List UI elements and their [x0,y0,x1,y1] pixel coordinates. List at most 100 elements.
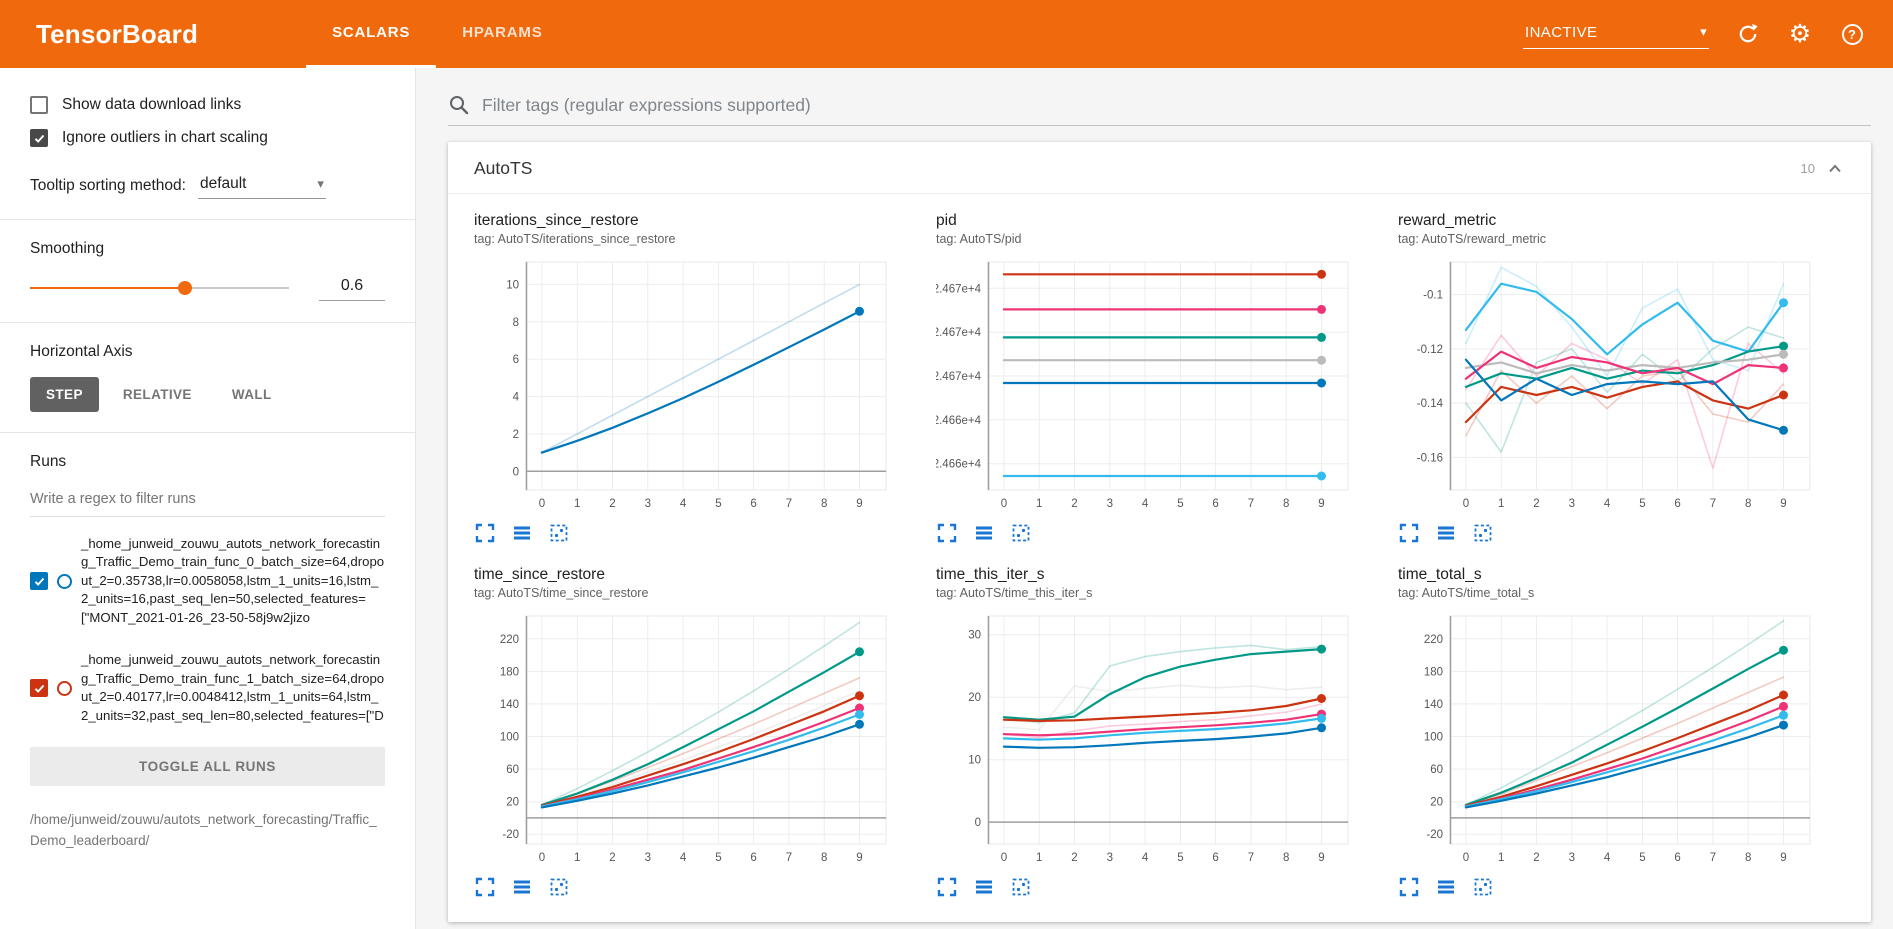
svg-text:4: 4 [1604,498,1611,510]
fullscreen-icon[interactable] [936,876,958,898]
charts-grid: iterations_since_restore tag: AutoTS/ite… [448,194,1871,906]
axis-step-button[interactable]: STEP [30,377,99,412]
ignore-outliers-checkbox[interactable]: Ignore outliers in chart scaling [30,129,385,147]
filter-tags-input[interactable] [482,94,1871,116]
fullscreen-icon[interactable] [474,522,496,544]
chart-canvas[interactable]: 0 1 2 3 4 5 6 7 8 9 0 10 20 30 [936,606,1362,870]
chart-tag: tag: AutoTS/time_this_iter_s [936,586,1093,600]
toggle-all-runs-button[interactable]: TOGGLE ALL RUNS [30,747,385,787]
axis-relative-button[interactable]: RELATIVE [107,377,208,412]
fit-domain-icon[interactable] [548,522,570,544]
slider-thumb[interactable] [178,281,193,295]
view-data-icon[interactable] [973,876,995,898]
chart-actions [1398,876,1824,898]
collapse-icon[interactable] [1825,159,1845,179]
smoothing-slider[interactable] [30,274,289,302]
run-checkbox-icon[interactable] [30,572,48,591]
chart-canvas[interactable]: 0 1 2 3 4 5 6 7 8 9 -20 20 60 100 140 180 220 [1398,606,1824,870]
svg-text:220: 220 [500,634,519,646]
chart-canvas[interactable]: 0 1 2 3 4 5 6 7 8 9 -0.1 -0.12 -0.14 -0.16 [1398,252,1824,516]
svg-text:2.467e+4: 2.467e+4 [936,371,982,383]
view-data-icon[interactable] [973,522,995,544]
svg-text:20: 20 [506,797,519,809]
fit-domain-icon[interactable] [1472,876,1494,898]
svg-text:2: 2 [513,429,519,441]
fullscreen-icon[interactable] [1398,876,1420,898]
svg-text:1: 1 [1036,852,1042,864]
run-item[interactable]: _home_junweid_zouwu_autots_network_forec… [30,651,385,725]
svg-text:60: 60 [1430,764,1443,776]
chart-card: pid tag: AutoTS/pid 0 1 2 3 4 5 6 7 8 9 2.467e+4 2.… [936,212,1362,544]
help-icon[interactable]: ? [1839,21,1865,47]
refresh-icon[interactable] [1735,21,1761,47]
svg-text:6: 6 [1212,498,1218,510]
tab-hparams[interactable]: HPARAMS [462,24,543,41]
view-data-icon[interactable] [511,522,533,544]
axis-wall-button[interactable]: WALL [216,377,288,412]
tooltip-sorting-value: default [199,175,247,192]
view-data-icon[interactable] [1435,522,1457,544]
run-item[interactable]: _home_junweid_zouwu_autots_network_forec… [30,535,385,627]
view-data-icon[interactable] [511,876,533,898]
svg-text:4: 4 [1604,852,1611,864]
tab-scalars[interactable]: SCALARS [306,0,437,68]
svg-text:2: 2 [1533,498,1539,510]
fit-domain-icon[interactable] [548,876,570,898]
svg-text:2: 2 [1071,498,1077,510]
show-download-links-checkbox[interactable]: Show data download links [30,96,385,114]
runs-filter-input[interactable] [30,487,385,517]
svg-text:3: 3 [1107,852,1113,864]
fit-domain-icon[interactable] [1472,522,1494,544]
data-status-dropdown[interactable]: INACTIVE ▾ [1523,20,1709,49]
svg-text:2.466e+4: 2.466e+4 [936,459,982,471]
run-name: _home_junweid_zouwu_autots_network_forec… [81,536,385,625]
svg-text:0: 0 [1463,852,1469,864]
chart-canvas[interactable]: 0 1 2 3 4 5 6 7 8 9 -20 20 60 100 140 180 220 [474,606,900,870]
svg-text:7: 7 [786,852,792,864]
chart-canvas[interactable]: 0 1 2 3 4 5 6 7 8 9 2.467e+4 2.467e+4 2.467e+4 2.466e… [936,252,1362,516]
svg-text:8: 8 [821,852,827,864]
svg-text:1: 1 [574,498,580,510]
svg-text:2.467e+4: 2.467e+4 [936,327,982,339]
charts-scroll-area[interactable]: AutoTS 10 iterations_since_restore tag: … [416,126,1893,929]
chart-canvas[interactable]: 0 1 2 3 4 5 6 7 8 9 0 2 4 6 8 10 [474,252,900,516]
header-actions: INACTIVE ▾ ⚙ ? [1523,0,1865,68]
smoothing-value-input[interactable]: 0.6 [319,275,385,301]
chart-title: iterations_since_restore [474,212,639,229]
chart-actions [474,876,900,898]
run-radio-icon[interactable] [57,573,72,589]
svg-text:9: 9 [1780,498,1786,510]
chart-title: reward_metric [1398,212,1497,229]
svg-text:-0.1: -0.1 [1423,290,1443,302]
svg-text:8: 8 [1745,498,1751,510]
chart-actions [474,522,900,544]
smoothing-label: Smoothing [30,240,105,257]
tag-group-header[interactable]: AutoTS 10 [448,142,1871,194]
tag-group-count: 10 [1800,161,1815,176]
fit-domain-icon[interactable] [1010,876,1032,898]
svg-text:180: 180 [500,666,519,678]
tag-group-card: AutoTS 10 iterations_since_restore tag: … [448,142,1871,922]
tooltip-sorting-label: Tooltip sorting method: [30,177,186,194]
view-data-icon[interactable] [1435,876,1457,898]
tooltip-sorting-dropdown[interactable]: default ▾ [197,173,326,199]
svg-text:180: 180 [1424,666,1443,678]
fullscreen-icon[interactable] [936,522,958,544]
svg-text:140: 140 [1424,699,1443,711]
fullscreen-icon[interactable] [1398,522,1420,544]
fit-domain-icon[interactable] [1010,522,1032,544]
run-radio-icon[interactable] [57,680,72,696]
chart-card: time_total_s tag: AutoTS/time_total_s 0 1… [1398,566,1824,898]
svg-text:20: 20 [1430,797,1443,809]
horizontal-axis-buttons: STEP RELATIVE WALL [30,377,385,412]
chart-tag: tag: AutoTS/pid [936,232,1022,246]
svg-text:8: 8 [1283,498,1289,510]
run-checkbox-icon[interactable] [30,679,48,698]
gear-icon[interactable]: ⚙ [1788,19,1812,48]
svg-text:-0.14: -0.14 [1417,398,1444,410]
fullscreen-icon[interactable] [474,876,496,898]
svg-text:7: 7 [786,498,792,510]
help-glyph: ? [1841,23,1863,45]
svg-text:9: 9 [1318,498,1324,510]
svg-text:20: 20 [968,692,981,704]
